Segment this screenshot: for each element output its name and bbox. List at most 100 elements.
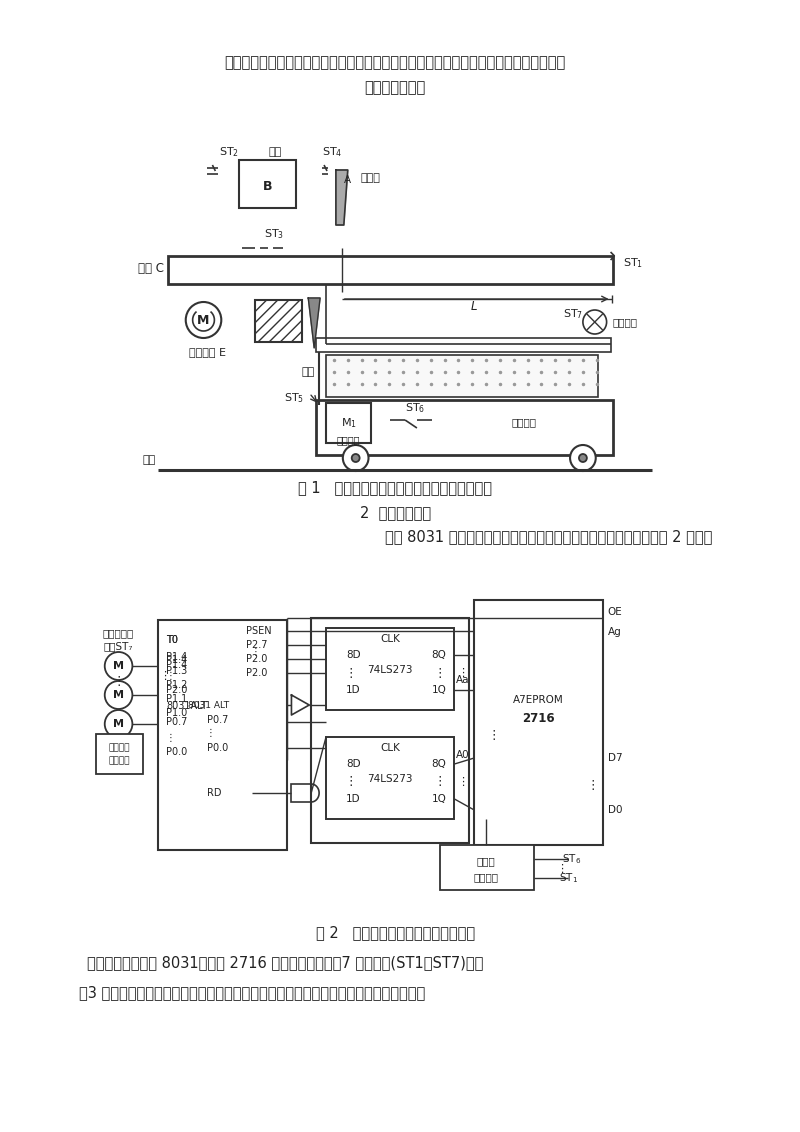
Text: 剪切刀: 剪切刀 (361, 173, 381, 183)
Bar (316, 338, 610, 352)
Bar (326, 737, 454, 818)
Text: ⋮: ⋮ (112, 676, 125, 688)
Text: $\mathrm{ST_1}$: $\mathrm{ST_1}$ (559, 872, 578, 885)
Bar (239, 160, 296, 208)
Text: ⋮: ⋮ (457, 777, 468, 787)
Text: ⋮: ⋮ (457, 668, 468, 678)
Bar (96, 734, 143, 774)
Text: ⋮: ⋮ (166, 734, 176, 743)
Bar (326, 628, 454, 710)
Circle shape (105, 681, 132, 709)
Text: ⋮: ⋮ (166, 671, 176, 681)
Text: 控制电路: 控制电路 (109, 756, 130, 765)
Text: 控制电机: 控制电机 (337, 435, 361, 445)
Text: 8Q: 8Q (432, 650, 446, 660)
Text: 通过拨码键盘加以设定。固定剪切包装线或送往各用料点的板料计数值可任意更改，而由: 通过拨码键盘加以设定。固定剪切包装线或送往各用料点的板料计数值可任意更改，而由 (225, 55, 566, 70)
Text: RD: RD (207, 788, 222, 798)
Text: A0: A0 (456, 751, 470, 760)
Text: P1.3: P1.3 (166, 666, 187, 676)
Text: L: L (471, 300, 478, 312)
Circle shape (105, 652, 132, 680)
Text: P0.7: P0.7 (166, 717, 187, 727)
Text: 输入电路: 输入电路 (474, 872, 498, 882)
Text: ⋮: ⋮ (488, 729, 500, 741)
Bar (291, 784, 311, 801)
Text: M: M (113, 691, 124, 700)
Text: 光电开关: 光电开关 (613, 317, 638, 327)
Text: 板料: 板料 (302, 367, 315, 377)
Text: M: M (113, 661, 124, 671)
Text: ，3 个固态继电器控制接口，以及一个电机双向控制接口；另外，还有一个计数器，用来: ，3 个固态继电器控制接口，以及一个电机双向控制接口；另外，还有一个计数器，用来 (79, 986, 426, 1001)
Text: $\mathrm{ST_2}$: $\mathrm{ST_2}$ (219, 145, 239, 158)
Text: 压块: 压块 (268, 147, 282, 157)
Text: ⋮: ⋮ (556, 864, 566, 874)
Circle shape (579, 454, 587, 462)
Circle shape (343, 445, 369, 471)
Text: 软件系统完成。: 软件系统完成。 (365, 80, 426, 95)
Text: T0: T0 (166, 635, 178, 645)
Text: ⋮: ⋮ (345, 775, 357, 789)
Text: ⋮: ⋮ (206, 728, 215, 738)
Bar (316, 400, 613, 455)
Text: 8D: 8D (346, 758, 361, 769)
Text: $\mathrm{ST_6}$: $\mathrm{ST_6}$ (562, 852, 581, 866)
Text: 运料小车: 运料小车 (511, 417, 536, 427)
Text: 1Q: 1Q (432, 685, 446, 695)
Bar (311, 618, 470, 843)
Bar (440, 844, 534, 890)
Text: $\mathrm{ST_7}$: $\mathrm{ST_7}$ (562, 307, 583, 320)
Text: 图 1   自动剪板机系统的结构组成及工作原理图: 图 1 自动剪板机系统的结构组成及工作原理图 (298, 480, 492, 496)
Bar (158, 620, 286, 850)
Text: 74LS273: 74LS273 (367, 774, 413, 784)
Text: D0: D0 (608, 805, 622, 815)
Text: P2.7: P2.7 (246, 640, 267, 650)
Text: ⋮: ⋮ (251, 648, 261, 657)
Text: 电路ST₇: 电路ST₇ (104, 641, 134, 651)
Text: CLK: CLK (380, 634, 400, 644)
Text: 开关量输入: 开关量输入 (103, 628, 134, 638)
Text: 2716: 2716 (522, 712, 554, 724)
Text: B: B (263, 180, 273, 192)
Text: P1.4: P1.4 (166, 655, 187, 664)
Text: ⋮: ⋮ (434, 667, 446, 679)
Text: P0.7: P0.7 (207, 715, 229, 724)
Text: ⋮: ⋮ (345, 667, 357, 679)
Text: P1.0: P1.0 (166, 708, 187, 718)
Polygon shape (308, 298, 320, 348)
Bar (474, 600, 602, 844)
Text: 8D: 8D (346, 650, 361, 660)
Text: P1.1: P1.1 (166, 694, 187, 704)
Text: $\mathrm{ST_4}$: $\mathrm{ST_4}$ (322, 145, 342, 158)
Text: $\mathrm{ST_6}$: $\mathrm{ST_6}$ (405, 401, 425, 415)
Text: A7EPROM: A7EPROM (513, 695, 564, 705)
Text: $\mathrm{ST_1}$: $\mathrm{ST_1}$ (623, 256, 644, 269)
Text: P1.4: P1.4 (166, 660, 187, 670)
Text: 可逆电机: 可逆电机 (109, 744, 130, 753)
Polygon shape (336, 170, 348, 225)
Text: 1D: 1D (346, 685, 361, 695)
Bar (255, 300, 302, 342)
Text: P2.0: P2.0 (246, 668, 267, 678)
Bar (326, 403, 371, 443)
Text: Ag: Ag (608, 627, 622, 637)
Text: 8031ALT: 8031ALT (166, 701, 207, 711)
Text: $\mathrm{M_1}$: $\mathrm{M_1}$ (341, 417, 357, 430)
Text: M: M (113, 719, 124, 729)
Text: 铁轨: 铁轨 (143, 455, 156, 465)
Circle shape (105, 710, 132, 738)
Text: P1.2: P1.2 (166, 680, 187, 691)
Text: 开关量: 开关量 (477, 856, 495, 866)
Text: 图 2   自动剪板机控制系统硬件电路图: 图 2 自动剪板机控制系统硬件电路图 (316, 926, 474, 941)
Text: CLK: CLK (380, 743, 400, 753)
Text: 8031 ALT: 8031 ALT (188, 702, 229, 711)
Text: ⋮: ⋮ (586, 779, 599, 791)
Text: PSEN: PSEN (246, 626, 272, 636)
Text: P0.0: P0.0 (166, 747, 187, 757)
Text: $\mathrm{ST_5}$: $\mathrm{ST_5}$ (284, 391, 304, 405)
Text: A: A (344, 175, 351, 185)
Circle shape (583, 310, 606, 334)
Text: P0.0: P0.0 (207, 743, 229, 753)
Text: $\mathrm{ST_3}$: $\mathrm{ST_3}$ (263, 228, 284, 241)
Text: P2.0: P2.0 (166, 685, 187, 695)
Text: 74LS273: 74LS273 (367, 664, 413, 675)
